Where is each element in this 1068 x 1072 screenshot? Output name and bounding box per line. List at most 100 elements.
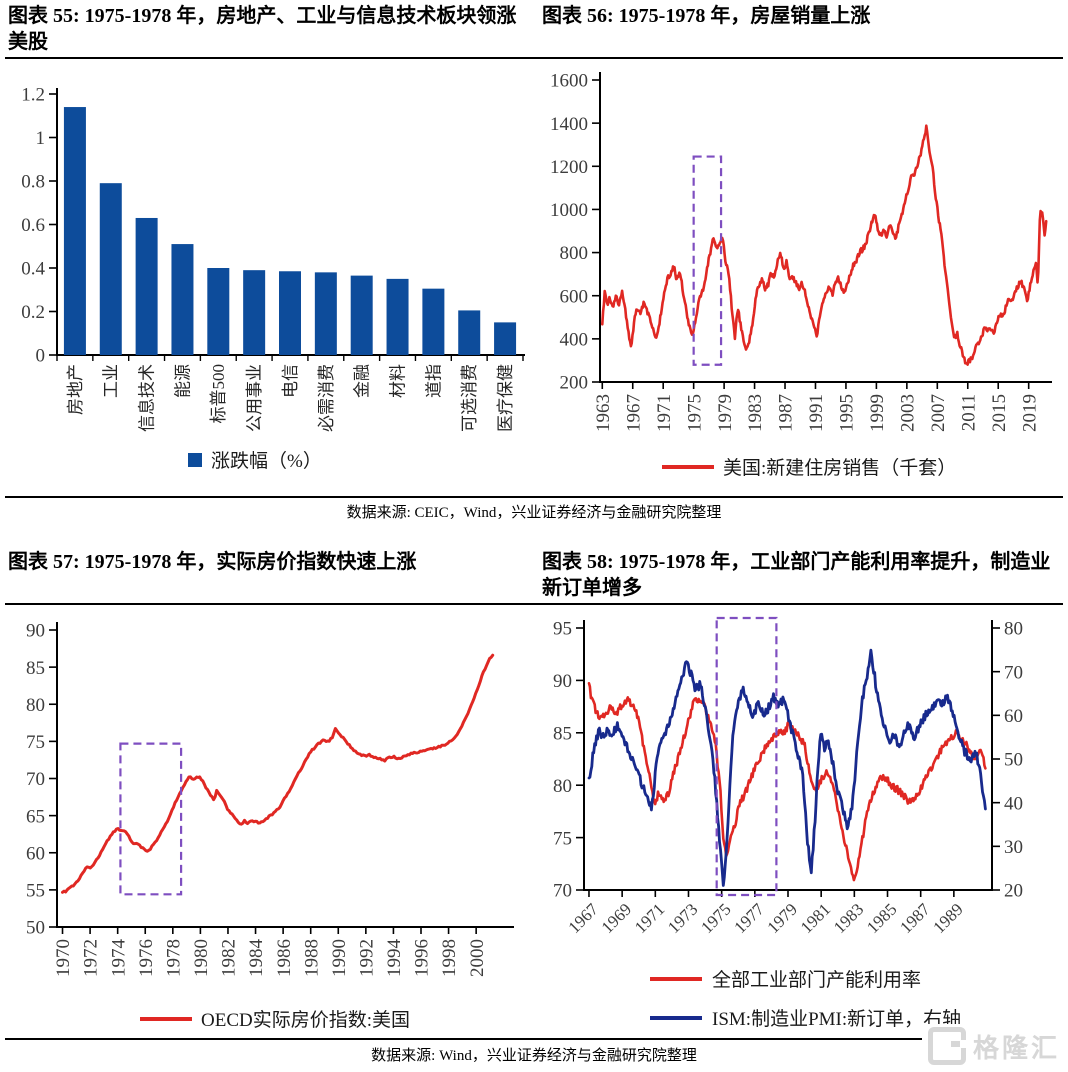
series-line-OECD实际房价指数:美国 xyxy=(61,653,495,894)
axis-label: 金融 xyxy=(353,364,372,398)
axis-label: 0 xyxy=(36,346,46,367)
axis-label: 工业 xyxy=(102,364,121,398)
axis-label: 50 xyxy=(26,918,45,939)
axis-label: 80 xyxy=(1004,619,1023,640)
legend-line-red xyxy=(140,1016,192,1021)
chart58-line-chart: 7075808590952030405060708019671969197119… xyxy=(553,616,1023,937)
axis-label: 1979 xyxy=(764,900,801,937)
chart55-bar-chart: 0 0.2 0.4 0.6 0.8 1 1.2 房地产 工业 信息技术 能源 标普500 公用事业 电信必… xyxy=(21,85,525,432)
axis-label: 1984 xyxy=(246,939,267,978)
highlight-box-1975-1978 xyxy=(692,155,723,366)
chart58-legend: 全部工业部门产能利用率 ISM:制造业PMI:新订单，右轴 xyxy=(650,965,961,1031)
chart57-line-chart: 50 55 60 65 70 75 80 85 90 1970 1972 1974 1976 1978 19… xyxy=(26,621,514,978)
axis-label: 1963 xyxy=(593,394,614,432)
axis-label: 信息技术 xyxy=(138,364,157,432)
bar-能源 xyxy=(171,244,194,355)
axis-label: 75 xyxy=(553,828,572,849)
axis-label: 50 xyxy=(1004,750,1023,771)
axis-label: 80 xyxy=(553,776,572,797)
axis-label: 1967 xyxy=(565,899,603,937)
axis-label: 电信 xyxy=(281,364,300,398)
chart58-title: 图表 58: 1975-1978 年，工业部门产能利用率提升，制造业新订单增多 xyxy=(542,551,1051,599)
chart55-legend: 涨跌幅（%） xyxy=(188,446,322,473)
axis-label: 1600 xyxy=(550,71,588,92)
bar-道指 xyxy=(422,288,445,355)
bar-可选消费 xyxy=(458,310,481,355)
axis-label: 1986 xyxy=(274,939,295,977)
chart58-panel: 70 75 80 85 90 95 20 30 40 50 60 70 80 1967 1969 1971 19… xyxy=(534,610,1068,1050)
chart55-title: 图表 55: 1975-1978 年，房地产、工业与信息技术板块领涨美股 xyxy=(8,5,517,53)
axis-label: 2007 xyxy=(928,394,949,432)
highlight-box-1975-1978 xyxy=(119,742,183,896)
axis-label: 1971 xyxy=(631,900,668,937)
axis-label: 90 xyxy=(26,621,45,642)
axis-label: 1998 xyxy=(439,939,460,977)
bar-工业 xyxy=(99,183,122,355)
highlight-box-1975-1978 xyxy=(715,616,778,897)
axis-label: 必需消费 xyxy=(317,364,336,432)
chart56-legend-label: 美国:新建住房销售（千套） xyxy=(723,458,957,479)
axis-label: 1971 xyxy=(654,394,675,432)
axis-label: 1967 xyxy=(623,394,644,432)
axis-label: 1974 xyxy=(108,939,129,978)
axis-label: 1992 xyxy=(356,939,377,977)
axis-label: 0.6 xyxy=(21,215,45,236)
axis-label: 1975 xyxy=(697,900,734,937)
chart55-legend-label: 涨跌幅（%） xyxy=(211,451,322,472)
axis-label: 90 xyxy=(553,671,572,692)
axis-label: 1 xyxy=(36,128,46,149)
axis-label: 1978 xyxy=(163,939,184,977)
bar-房地产 xyxy=(63,107,86,355)
axis-label: 1983 xyxy=(830,900,867,937)
axis-label: 0.4 xyxy=(21,259,45,280)
axis-label: 1400 xyxy=(550,114,588,135)
axis-label: 1977 xyxy=(730,899,768,937)
axis-label: 600 xyxy=(560,286,589,307)
series-line-ISM:制造业PMI:新订单，右轴 xyxy=(587,648,987,887)
axis-label: 材料 xyxy=(388,364,407,398)
divider-bottom-titles xyxy=(5,603,1063,605)
axis-label: 55 xyxy=(26,881,45,902)
axis-label: 1999 xyxy=(867,394,888,432)
axis-label: 1985 xyxy=(863,900,900,937)
chart57-legend-label: OECD实际房价指数:美国 xyxy=(201,1010,411,1031)
divider-top xyxy=(5,57,1063,59)
axis-label: 1973 xyxy=(664,900,701,937)
axis-label: 85 xyxy=(26,658,45,679)
axis-label: 可选消费 xyxy=(460,364,479,432)
legend-line-red xyxy=(650,976,702,981)
axis-label: 1987 xyxy=(776,394,797,432)
axis-label: 2000 xyxy=(467,939,488,977)
gelonghui-watermark-text: 格隆汇 xyxy=(972,1033,1060,1063)
axis-label: 2015 xyxy=(989,394,1010,432)
divider-footer xyxy=(5,1038,1063,1040)
axis-label: 1994 xyxy=(384,939,405,978)
chart56-title: 图表 56: 1975-1978 年，房屋销量上涨 xyxy=(542,5,871,27)
source-note-top: 数据来源: CEIC，Wind，兴业证券经济与金融研究院整理 xyxy=(346,505,722,521)
bar-必需消费 xyxy=(314,272,337,355)
bar-信息技术 xyxy=(135,217,158,355)
axis-label: 道指 xyxy=(424,364,443,398)
axis-label: 1983 xyxy=(745,394,766,432)
axis-label: 1200 xyxy=(550,157,588,178)
axis-label: 95 xyxy=(553,619,572,640)
bar-标普500 xyxy=(207,268,230,355)
axis-label: 60 xyxy=(1004,706,1023,727)
axis-label: 1976 xyxy=(136,939,157,977)
axis-label: 1990 xyxy=(329,939,350,977)
chart58-legend-row-2: ISM:制造业PMI:新订单，右轴 xyxy=(650,1004,961,1031)
axis-label: 70 xyxy=(553,881,572,902)
axis-label: 医疗保健 xyxy=(496,364,515,432)
axis-label: 60 xyxy=(26,843,45,864)
axis-label: 75 xyxy=(26,732,45,753)
axis-label: 1969 xyxy=(598,900,635,937)
axis-label: 20 xyxy=(1004,881,1023,902)
bar-公用事业 xyxy=(243,270,266,355)
legend-swatch-blue xyxy=(188,452,202,467)
bar-电信 xyxy=(279,271,301,355)
axis-label: 1982 xyxy=(219,939,240,977)
legend-line-red xyxy=(662,464,714,469)
axis-label: 1000 xyxy=(550,200,588,221)
chart55-panel: 0 0.2 0.4 0.6 0.8 1 1.2 房地产 工业 信息技术 能源 标普500 公用事业 电信必… xyxy=(0,64,534,504)
